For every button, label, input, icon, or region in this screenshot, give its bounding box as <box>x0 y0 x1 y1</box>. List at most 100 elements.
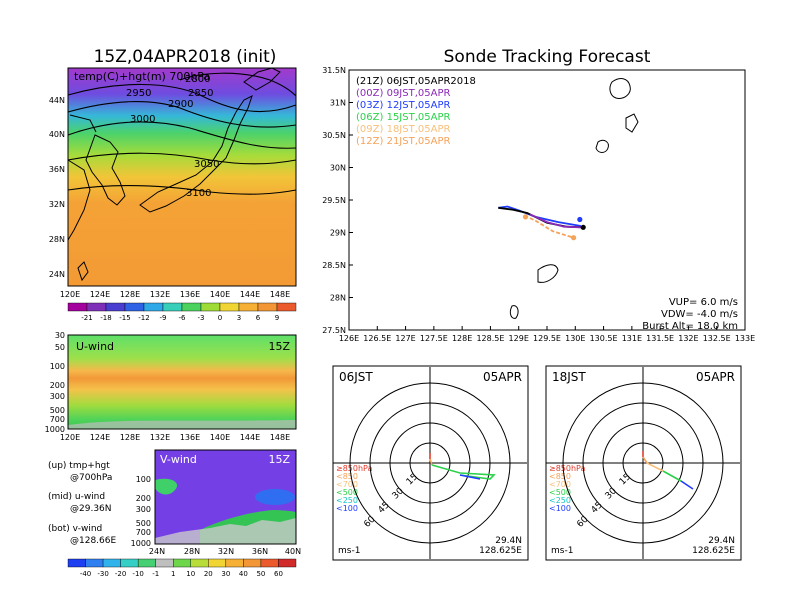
trajectory-line <box>529 213 581 229</box>
colorbar-cell <box>278 558 297 568</box>
tick-label: 32N <box>49 200 65 209</box>
tick-label: 31N <box>330 99 346 108</box>
ml-frame <box>67 334 297 430</box>
tick-label: 700 <box>50 415 65 424</box>
ml-xticks: 120E 124E 128E 132E 136E 140E 144E 148E <box>60 433 290 442</box>
tick-label: 30 <box>55 331 65 340</box>
bl-frame <box>154 449 297 545</box>
hodograph-line <box>642 456 648 464</box>
tick-label: 128E <box>120 290 140 299</box>
ml-time: 15Z <box>268 340 290 353</box>
hodograph-line <box>646 462 664 472</box>
colorbar-tick: -40 <box>80 570 91 578</box>
ml-label: U-wind <box>76 340 114 353</box>
tick-label: 28.5N <box>322 261 346 270</box>
note-line: @700hPa <box>70 473 112 483</box>
temperature-colorbar: -21 -18 -15 -12 -9 -6 -3 0 3 6 9 <box>67 302 297 322</box>
hodograph-line <box>662 470 682 482</box>
tick-label: 120E <box>60 290 80 299</box>
colorbar-tick: -18 <box>100 314 111 322</box>
tick-label: 136E <box>180 290 200 299</box>
landing-point <box>577 216 583 223</box>
bl-xticks: 24N 28N 32N 36N 40N <box>149 547 301 556</box>
tick-label: 140E <box>210 290 230 299</box>
tick-label: 124E <box>90 290 110 299</box>
u-wind-field <box>68 335 296 429</box>
legend-entry: (00Z) 09JST,05APR <box>356 88 450 99</box>
tick-label: 24N <box>49 270 65 279</box>
polar-date: 05APR <box>483 370 522 384</box>
level-label: ≥850hPa <box>336 464 373 473</box>
colorbar-cell <box>260 558 279 568</box>
polar-units: ms-1 <box>338 546 360 556</box>
colorbar-cell <box>190 558 209 568</box>
colorbar-tick: -1 <box>152 570 159 578</box>
note-line: (bot) v-wind <box>48 524 102 534</box>
map-title: Sonde Tracking Forecast <box>444 47 651 67</box>
v-wind-blob <box>155 478 178 495</box>
contour-label: 2800 <box>185 74 210 85</box>
polar-levels: ≥850hPa <850 <700 <500 <250 <100 <box>336 464 373 513</box>
polar-date: 05APR <box>696 370 735 384</box>
colorbar-tick: 3 <box>237 314 241 322</box>
stat-vup: VUP= 6.0 m/s <box>669 297 738 308</box>
colorbar-cell <box>181 302 202 312</box>
legend-entry: (09Z) 18JST,05APR <box>356 124 450 135</box>
tick-label: 120E <box>60 433 80 442</box>
bl-yticks: 100 200 300 500 700 1000 <box>131 475 151 548</box>
colorbar-cell <box>155 558 174 568</box>
tick-label: 300 <box>136 505 151 514</box>
colorbar-cell <box>102 558 121 568</box>
height-contours <box>67 72 297 195</box>
tick-label: 130E <box>565 334 585 343</box>
tick-label: 131E <box>622 334 642 343</box>
colorbar-cell <box>86 302 107 312</box>
polar-time: 18JST <box>552 370 586 384</box>
tick-label: 144E <box>240 433 260 442</box>
tl-xticks: 120E 124E 128E 132E 136E 140E 144E 148E <box>60 290 290 299</box>
bl-time: 15Z <box>268 453 290 466</box>
level-label: <100 <box>549 504 571 513</box>
legend-entry: (21Z) 06JST,05APR2018 <box>356 76 476 87</box>
level-label: <850 <box>549 472 571 481</box>
colorbar-tick: 50 <box>256 570 265 578</box>
polar-lat: 29.4N <box>708 536 735 546</box>
colorbar-cell <box>225 558 244 568</box>
tick-label: 1000 <box>45 425 65 434</box>
colorbar-tick: 1 <box>171 570 175 578</box>
tick-label: 130.5E <box>590 334 618 343</box>
colorbar-tick: 9 <box>275 314 279 322</box>
colorbar-cell <box>162 302 183 312</box>
colorbar-cell <box>143 302 164 312</box>
tick-label: 128E <box>452 334 472 343</box>
tick-label: 36N <box>49 165 65 174</box>
legend-entry: (06Z) 15JST,05APR <box>356 112 450 123</box>
bl-label: V-wind <box>160 453 197 466</box>
coastlines <box>67 67 281 282</box>
tick-label: 29N <box>330 229 346 238</box>
tick-label: 1000 <box>131 539 151 548</box>
contour-label: 2850 <box>188 88 213 99</box>
hodograph-line <box>459 474 481 480</box>
tick-label: 500 <box>50 406 65 415</box>
map-yticks: 31.5N 31N 30.5N 30N 29.5N 29N 28.5N 28N 27.5N <box>322 66 353 335</box>
map-islands <box>509 78 639 319</box>
level-label: <250 <box>549 496 571 505</box>
landing-point <box>580 224 586 230</box>
level-label: <250 <box>336 496 358 505</box>
contour-label: 3100 <box>186 188 211 199</box>
level-label: <500 <box>549 488 571 497</box>
tick-label: 136E <box>180 433 200 442</box>
tick-label: 127E <box>395 334 415 343</box>
map-series-group <box>498 205 584 239</box>
contour-label: 3000 <box>130 114 155 125</box>
colorbar-tick: -12 <box>138 314 149 322</box>
colorbar-cell <box>120 558 139 568</box>
v-wind-terrain <box>155 518 296 544</box>
polar-lat: 29.4N <box>495 536 522 546</box>
tick-label: 126E <box>339 334 359 343</box>
landing-point <box>570 235 577 241</box>
tick-label: 133E <box>735 334 755 343</box>
tick-label: 148E <box>270 433 290 442</box>
polar-levels: ≥850hPa <850 <700 <500 <250 <100 <box>549 464 586 513</box>
